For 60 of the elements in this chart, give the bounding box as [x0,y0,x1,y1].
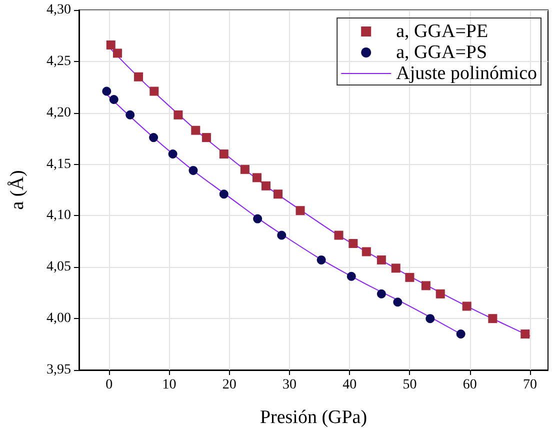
point [112,48,122,58]
point [334,230,344,240]
point [436,289,445,298]
x-tick-label: 50 [402,378,417,392]
point [421,281,430,290]
y-tick-label: 4,10 [46,208,71,224]
point [348,238,358,248]
point [168,150,178,158]
y-tick-label: 4,05 [46,260,71,275]
point [456,330,466,338]
point [462,302,472,311]
point [426,314,435,324]
y-tick-label: 4,15 [46,156,71,172]
y-tick-label: 4,00 [46,311,71,326]
point [150,86,159,96]
point [134,72,144,82]
point [188,166,198,175]
point [393,298,402,307]
y-axis-title: a (Å) [7,170,28,210]
point [262,181,270,190]
point [376,255,386,264]
point [191,126,200,135]
x-tick-label: 10 [162,378,176,392]
y-tick-label: 4,30 [46,2,71,18]
point [219,150,228,158]
point [274,190,283,199]
point [106,40,116,50]
y-tick-label: 4,25 [46,54,71,69]
x-tick-label: 70 [522,378,537,392]
point [376,289,386,298]
x-axis-title: Presión (GPa) [260,407,368,428]
point [174,110,183,120]
point [240,164,250,174]
point [109,94,118,104]
x-tick-label: 0 [106,378,113,392]
point [488,314,498,324]
x-tick-label: 60 [462,378,477,392]
point [316,255,326,264]
point [405,272,414,282]
x-tick-label: 40 [342,378,357,392]
y-tick-label: 3,95 [46,362,71,378]
point [126,110,135,120]
point [277,230,286,240]
point [296,206,305,216]
legend-label: a, GGA=PE [396,21,488,42]
x-tick-label: 20 [222,378,236,392]
point [202,133,211,142]
legend-label: Ajuste polinómico [396,63,537,84]
point [362,247,371,256]
y-tick-label: 4,20 [46,105,71,120]
point [253,214,262,224]
point [391,264,400,273]
point [102,86,112,96]
point [520,330,530,338]
point [149,133,158,142]
legend-label: a, GGA=PS [396,42,488,63]
point [219,190,228,199]
point [346,272,356,281]
point [252,173,262,182]
x-tick-label: 30 [282,378,296,392]
